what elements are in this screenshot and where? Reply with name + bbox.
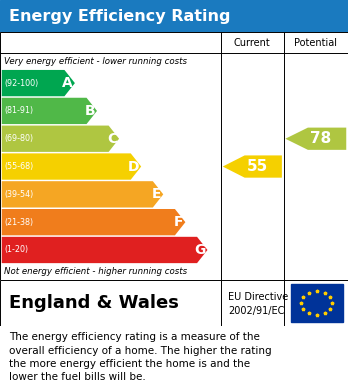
Text: (69-80): (69-80) (4, 134, 33, 143)
Polygon shape (2, 237, 207, 263)
Polygon shape (2, 126, 119, 152)
Polygon shape (2, 70, 75, 96)
Text: EU Directive: EU Directive (228, 292, 288, 302)
Text: D: D (128, 160, 140, 174)
Text: Potential: Potential (294, 38, 337, 48)
Text: (39-54): (39-54) (4, 190, 33, 199)
Text: (92-100): (92-100) (4, 79, 38, 88)
Text: F: F (174, 215, 184, 229)
Polygon shape (223, 155, 282, 178)
Text: 78: 78 (310, 131, 332, 146)
Text: England & Wales: England & Wales (9, 294, 179, 312)
Text: A: A (62, 76, 73, 90)
Polygon shape (2, 209, 185, 235)
Polygon shape (2, 98, 97, 124)
Polygon shape (285, 127, 346, 150)
Text: E: E (152, 187, 161, 201)
Text: The energy efficiency rating is a measure of the
overall efficiency of a home. T: The energy efficiency rating is a measur… (9, 332, 271, 382)
Text: C: C (107, 132, 117, 146)
Text: Current: Current (234, 38, 271, 48)
Text: (21-38): (21-38) (4, 218, 33, 227)
Text: G: G (195, 243, 206, 257)
Text: Energy Efficiency Rating: Energy Efficiency Rating (9, 9, 230, 23)
Text: (1-20): (1-20) (4, 246, 28, 255)
Polygon shape (2, 181, 163, 208)
Text: (81-91): (81-91) (4, 106, 33, 115)
Text: (55-68): (55-68) (4, 162, 33, 171)
Polygon shape (2, 153, 141, 180)
Text: 2002/91/EC: 2002/91/EC (228, 306, 284, 316)
Text: Very energy efficient - lower running costs: Very energy efficient - lower running co… (4, 57, 187, 66)
Text: Not energy efficient - higher running costs: Not energy efficient - higher running co… (4, 267, 187, 276)
Text: 55: 55 (247, 159, 268, 174)
Bar (291, 284, 343, 322)
Text: B: B (85, 104, 95, 118)
